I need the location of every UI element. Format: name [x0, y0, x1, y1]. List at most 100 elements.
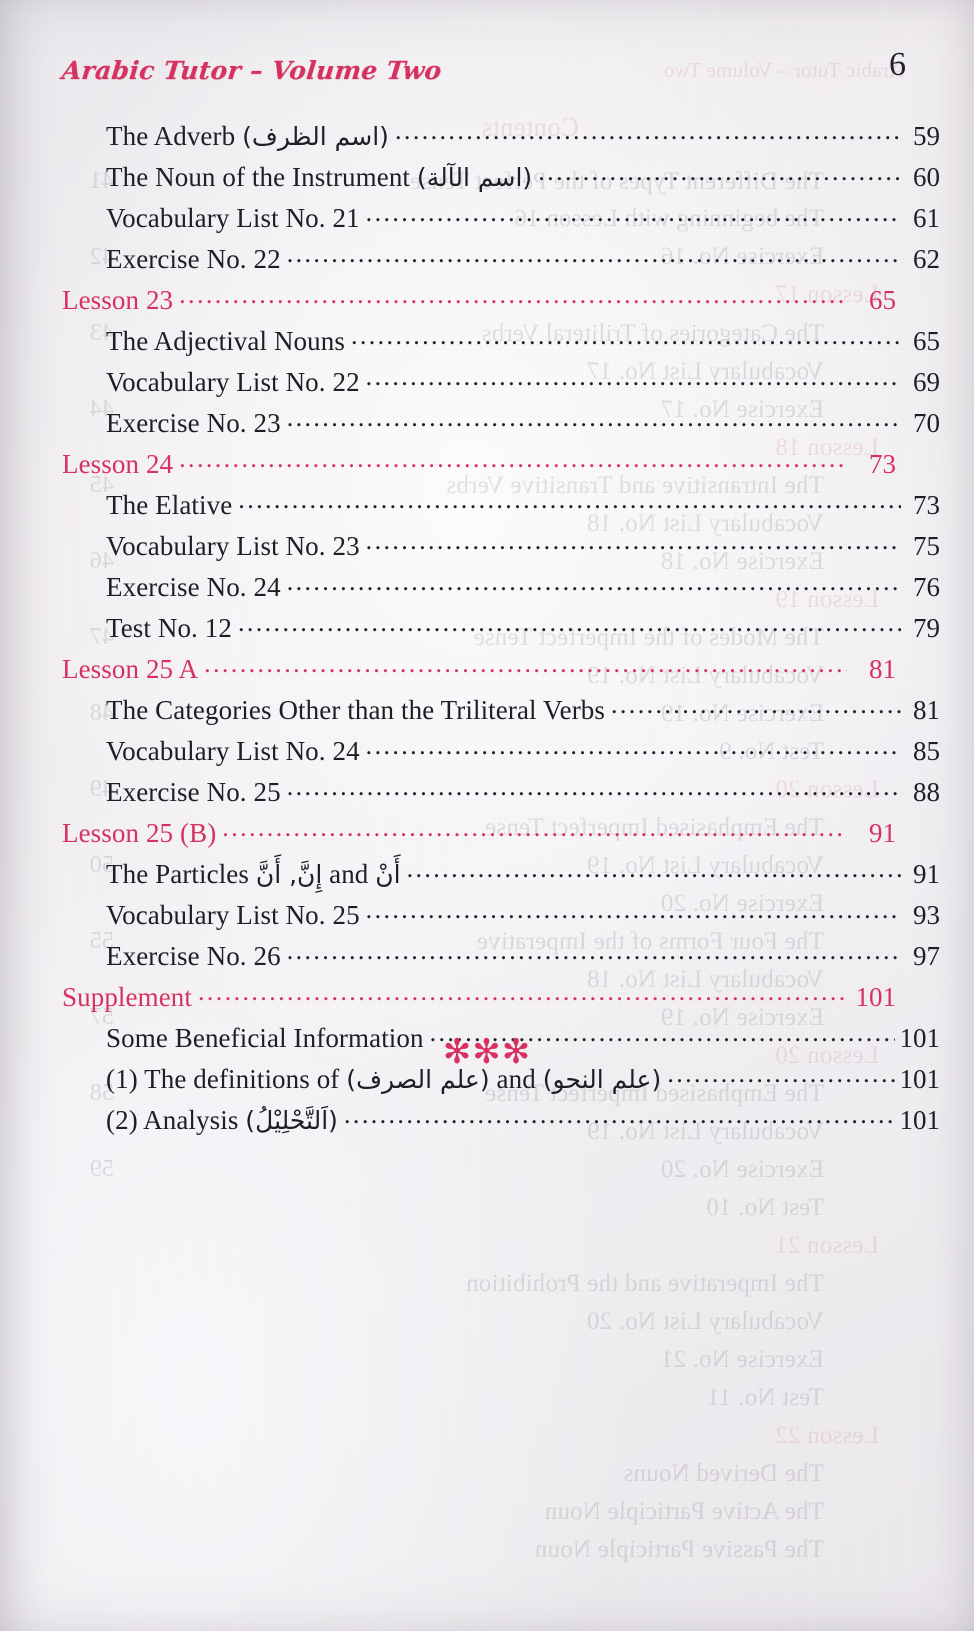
toc-title-latin: The Adverb [106, 121, 243, 151]
toc-page-number: 93 [913, 900, 940, 930]
toc-page-number: 65 [869, 285, 896, 315]
toc-dot-leader [287, 405, 901, 432]
toc-page-number: 73 [869, 449, 896, 479]
toc-entry: Exercise No. 22 62 [62, 241, 940, 273]
showthrough-line: Lesson 21 [775, 1232, 879, 1259]
toc-title-arabic-secondary: (علم النحو) [542, 1065, 662, 1094]
toc-page-number: 69 [913, 367, 940, 397]
toc-dot-leader [287, 569, 901, 596]
toc-page-number: 79 [913, 613, 940, 643]
toc-page-number: 91 [913, 859, 940, 889]
toc-title-latin: The Particles [106, 859, 256, 889]
toc-entry: The Adjectival Nouns 65 [62, 323, 940, 355]
toc-entry: Vocabulary List No. 21 61 [62, 200, 940, 232]
toc-entry-title: Lesson 23 [62, 287, 173, 314]
toc-entry-title: Exercise No. 26 [106, 943, 281, 970]
toc-page-number: 91 [869, 818, 896, 848]
toc-title-latin: Exercise No. 22 [106, 244, 281, 274]
toc-title-latin: Exercise No. 23 [106, 408, 281, 438]
toc-entry: Exercise No. 24 76 [62, 569, 940, 601]
toc-entry: The Categories Other than the Triliteral… [62, 692, 940, 724]
toc-title-arabic: إِنَّ, أَنَّ [255, 860, 323, 889]
toc-page-number: 65 [913, 326, 940, 356]
toc-entry: Some Beneficial Information 101 [62, 1020, 940, 1052]
toc-dot-leader [667, 1061, 894, 1088]
showthrough-page-number: 59 [89, 1156, 114, 1182]
toc-title-arabic: (اَلتَّحْلِيْلُ) [245, 1106, 339, 1135]
toc-entry: Vocabulary List No. 23 75 [62, 528, 940, 560]
toc-entry-title: Some Beneficial Information [106, 1025, 424, 1052]
toc-title-latin: Vocabulary List No. 24 [106, 736, 360, 766]
toc-dot-leader [344, 1102, 894, 1129]
toc-title-latin: The Categories Other than the Triliteral… [106, 695, 605, 725]
toc-title-latin: Vocabulary List No. 25 [106, 900, 360, 930]
toc-entry-title: Exercise No. 23 [106, 410, 281, 437]
toc-page-number: 60 [913, 162, 940, 192]
toc-dot-leader [407, 856, 901, 883]
showthrough-line: The Derived Nouns [623, 1460, 824, 1487]
toc-lesson-heading: Lesson 25 A 81 [62, 651, 896, 683]
toc-page-number: 88 [913, 777, 940, 807]
toc-dot-leader [366, 528, 901, 555]
showthrough-line: The Imperative and the Prohibition [465, 1270, 824, 1297]
toc-title-latin: Lesson 24 [62, 449, 174, 479]
running-head: Arabic Tutor – Volume Two [60, 56, 444, 85]
toc-dot-leader [222, 815, 847, 842]
toc-entry-title: The Particles إِنَّ, أَنَّ and أَنْ [106, 861, 401, 888]
toc-page-number: 61 [913, 203, 940, 233]
toc-title-latin: The Noun of the Instrument [106, 162, 417, 192]
toc-title-latin: Supplement [62, 982, 192, 1012]
toc-entry-title: Supplement [62, 984, 192, 1011]
toc-dot-leader [287, 774, 901, 801]
toc-entry-title: The Elative [106, 492, 232, 519]
toc-title-latin: Lesson 23 [62, 285, 174, 315]
toc-entry: The Particles إِنَّ, أَنَّ and أَنْ 91 [62, 856, 940, 888]
toc-entry: Vocabulary List No. 24 85 [62, 733, 940, 765]
toc-page-number: 75 [913, 531, 940, 561]
toc-entry-title: Lesson 25 A [62, 656, 198, 683]
toc-entry: Vocabulary List No. 25 93 [62, 897, 940, 929]
toc-entry-title: The Adverb (اسم الظرف) [106, 123, 389, 150]
toc-entry-title: (1) The definitions of (علم الصرف) and (… [106, 1066, 661, 1093]
toc-entry-title: Test No. 12 [106, 615, 232, 642]
toc-entry-title: Vocabulary List No. 23 [106, 533, 360, 560]
toc-page-number: 85 [913, 736, 940, 766]
showthrough-line: The Passive Participle Noun [534, 1536, 824, 1563]
toc-page-number: 101 [855, 982, 897, 1012]
toc-dot-leader [366, 897, 901, 924]
toc-title-latin: Lesson 25 A [62, 654, 199, 684]
toc-entry-title: Vocabulary List No. 25 [106, 902, 360, 929]
showthrough-line: The Active Participle Noun [544, 1498, 824, 1525]
toc-dot-leader [179, 446, 847, 473]
toc-entry: Exercise No. 26 97 [62, 938, 940, 970]
showthrough-line: Test No. 10 [706, 1194, 824, 1221]
toc-entry-title: (2) Analysis (اَلتَّحْلِيْلُ) [106, 1107, 338, 1134]
toc-page-number: 81 [869, 654, 896, 684]
toc-entry: The Elative 73 [62, 487, 940, 519]
toc-title-latin: Vocabulary List No. 21 [106, 203, 360, 233]
toc-entry-title: Vocabulary List No. 21 [106, 205, 360, 232]
toc-dot-leader [351, 323, 901, 350]
toc-entry: (2) Analysis (اَلتَّحْلِيْلُ) 101 [62, 1102, 940, 1134]
toc-entry: The Noun of the Instrument (اسم الآلة) 60 [62, 159, 940, 191]
toc-page-number: 73 [913, 490, 940, 520]
toc-entry: Exercise No. 23 70 [62, 405, 940, 437]
toc-dot-leader [287, 938, 901, 965]
toc-dot-leader [238, 610, 901, 637]
toc-title-arabic: (علم الصرف) [346, 1065, 490, 1094]
toc-title-latin: Some Beneficial Information [106, 1023, 424, 1053]
toc-page-number: 101 [899, 1105, 941, 1135]
toc-dot-leader [366, 364, 901, 391]
toc-lesson-heading: Supplement 101 [62, 979, 896, 1011]
toc-title-arabic: (اسم الظرف) [242, 122, 390, 151]
toc-title-latin: (1) The definitions of [106, 1064, 347, 1094]
toc-dot-leader [366, 200, 901, 227]
toc-entry-title: Vocabulary List No. 24 [106, 738, 360, 765]
toc-entry: Exercise No. 25 88 [62, 774, 940, 806]
showthrough-line: Test No. 11 [707, 1384, 824, 1411]
toc-title-latin-tail: and [322, 859, 376, 889]
showthrough-line: Vocabulary List No. 20 [586, 1308, 824, 1335]
toc-entry-title: The Categories Other than the Triliteral… [106, 697, 605, 724]
toc-entry-title: The Adjectival Nouns [106, 328, 345, 355]
